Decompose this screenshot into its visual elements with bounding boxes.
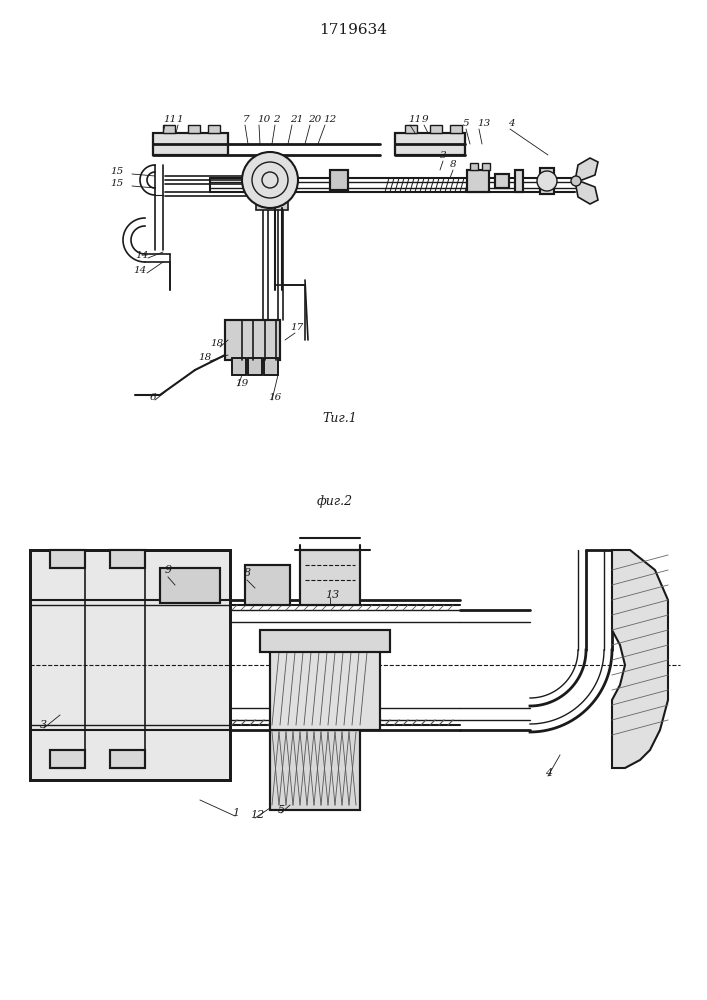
Bar [430, 125, 442, 133]
Bar [264, 358, 278, 375]
Bar [245, 565, 290, 605]
Bar [495, 174, 509, 188]
Polygon shape [575, 181, 598, 204]
Text: 5: 5 [463, 119, 469, 128]
Circle shape [537, 171, 557, 191]
Text: 15: 15 [110, 179, 123, 188]
Text: 12: 12 [250, 810, 264, 820]
Bar [260, 630, 390, 652]
Text: 10: 10 [257, 115, 270, 124]
Text: 8: 8 [244, 568, 251, 578]
Bar [153, 133, 228, 155]
Bar [110, 750, 145, 768]
Text: 7: 7 [243, 115, 250, 124]
Bar [270, 640, 380, 730]
Bar [248, 358, 262, 375]
Bar [225, 320, 280, 360]
Bar [188, 125, 200, 133]
Bar [30, 550, 230, 780]
Text: 15: 15 [110, 167, 123, 176]
Text: 13: 13 [477, 119, 490, 128]
Text: 21: 21 [290, 115, 303, 124]
Bar [540, 168, 554, 194]
Bar [160, 568, 220, 603]
Bar [232, 358, 246, 375]
Text: 14: 14 [133, 266, 146, 275]
Bar [50, 750, 85, 768]
Bar [470, 163, 478, 170]
Text: 12: 12 [323, 115, 337, 124]
Text: 11: 11 [163, 115, 176, 124]
Bar [300, 550, 360, 605]
Text: 2: 2 [273, 115, 280, 124]
Text: 9: 9 [422, 115, 428, 124]
Bar [153, 133, 228, 155]
Bar [300, 550, 360, 605]
Text: 3: 3 [40, 720, 47, 730]
Bar [482, 163, 490, 170]
Circle shape [242, 152, 298, 208]
Text: 9: 9 [165, 565, 172, 575]
Text: 3: 3 [440, 151, 447, 160]
Text: 4: 4 [545, 768, 552, 778]
Text: 1: 1 [176, 115, 182, 124]
Bar [163, 125, 175, 133]
Bar [540, 168, 554, 194]
Polygon shape [575, 158, 598, 181]
Text: 4: 4 [508, 119, 515, 128]
Bar [110, 750, 145, 768]
Text: 19: 19 [235, 379, 248, 388]
Text: 11: 11 [408, 115, 421, 124]
Bar [50, 550, 85, 568]
Bar [395, 133, 465, 155]
Bar [256, 200, 288, 210]
Bar [270, 730, 360, 810]
Bar [264, 358, 278, 375]
Bar [50, 750, 85, 768]
Bar [208, 125, 220, 133]
Text: 16: 16 [268, 393, 281, 402]
Text: 5: 5 [278, 805, 285, 815]
Bar [110, 550, 145, 568]
Bar [232, 358, 246, 375]
Text: 14: 14 [135, 251, 148, 260]
Bar [50, 550, 85, 568]
Text: 18: 18 [198, 353, 211, 362]
Bar [515, 170, 523, 192]
Text: 1: 1 [232, 808, 239, 818]
Bar [260, 630, 390, 652]
Bar [467, 170, 489, 192]
Circle shape [571, 176, 581, 186]
Bar [110, 550, 145, 568]
Bar [495, 174, 509, 188]
Text: 20: 20 [308, 115, 321, 124]
Bar [225, 320, 280, 360]
Bar [330, 170, 348, 190]
Bar [450, 125, 462, 133]
Text: 13: 13 [325, 590, 339, 600]
Text: Τиг.1: Τиг.1 [322, 412, 357, 424]
Bar [330, 170, 348, 190]
Text: 17: 17 [290, 323, 303, 332]
Text: 1719634: 1719634 [319, 23, 387, 37]
Polygon shape [612, 550, 668, 768]
Text: фиг.2: фиг.2 [317, 495, 353, 508]
Bar [245, 565, 290, 605]
Bar [30, 550, 230, 780]
Bar [160, 568, 220, 603]
Bar [270, 730, 360, 810]
Bar [270, 640, 380, 730]
Text: 18: 18 [210, 339, 223, 348]
Bar [405, 125, 417, 133]
Bar [515, 170, 523, 192]
Text: 6: 6 [150, 393, 157, 402]
Bar [395, 133, 465, 155]
Bar [467, 170, 489, 192]
Bar [248, 358, 262, 375]
Text: 8: 8 [450, 160, 457, 169]
